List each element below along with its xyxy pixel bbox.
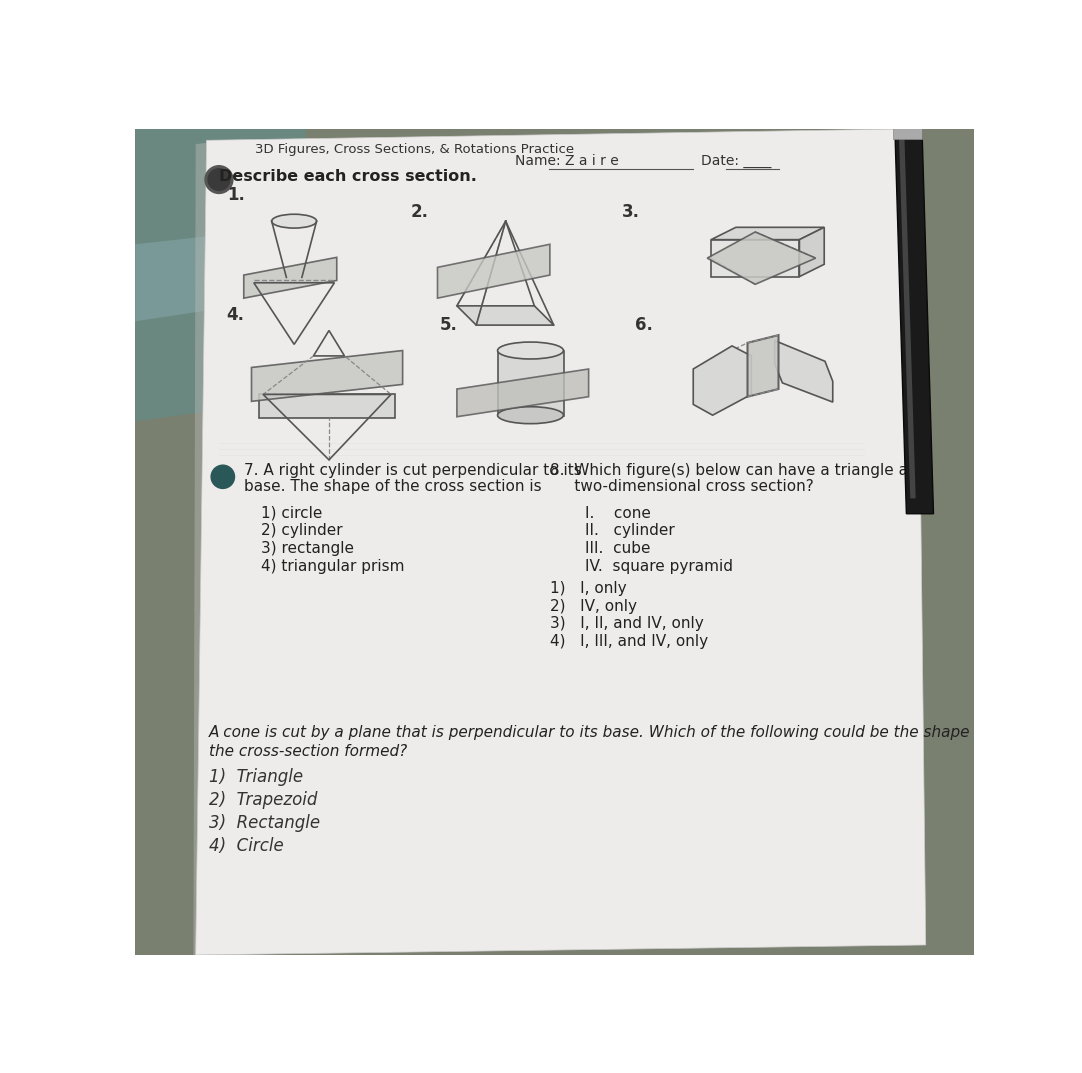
Polygon shape (457, 306, 554, 325)
Polygon shape (800, 227, 824, 277)
Polygon shape (711, 227, 824, 239)
Text: 1)  Triangle: 1) Triangle (209, 767, 303, 785)
Text: 1.: 1. (227, 187, 245, 204)
Text: Describe each cross section.: Describe each cross section. (219, 170, 477, 185)
Text: 2.: 2. (410, 203, 428, 221)
Text: 2) cylinder: 2) cylinder (261, 524, 342, 539)
Polygon shape (748, 335, 779, 397)
Text: two-dimensional cross section?: two-dimensional cross section? (550, 480, 814, 495)
Text: II.   cylinder: II. cylinder (584, 524, 674, 539)
Text: 4.: 4. (227, 306, 245, 324)
Text: I.    cone: I. cone (584, 505, 650, 520)
Text: the cross-section formed?: the cross-section formed? (209, 744, 407, 759)
Polygon shape (899, 124, 915, 498)
Ellipse shape (895, 122, 922, 131)
Text: 5.: 5. (439, 317, 458, 335)
Ellipse shape (498, 407, 564, 424)
Polygon shape (437, 245, 550, 298)
Text: 3) rectangle: 3) rectangle (261, 541, 354, 556)
Text: IV.  square pyramid: IV. square pyramid (584, 559, 733, 574)
Polygon shape (775, 340, 833, 402)
Bar (894, 124, 922, 138)
Polygon shape (711, 239, 800, 277)
Text: 6.: 6. (635, 317, 654, 335)
Text: 2)   IV, only: 2) IV, only (550, 599, 637, 614)
Circle shape (208, 168, 229, 190)
Polygon shape (251, 351, 403, 401)
Text: A cone is cut by a plane that is perpendicular to its base. Which of the followi: A cone is cut by a plane that is perpend… (209, 725, 971, 740)
Text: 3.: 3. (622, 203, 639, 221)
Ellipse shape (272, 215, 317, 229)
Text: 4)   I, III, and IV, only: 4) I, III, and IV, only (550, 634, 708, 649)
Polygon shape (194, 143, 219, 955)
Polygon shape (135, 229, 290, 321)
Text: 4)  Circle: 4) Circle (209, 837, 283, 855)
Circle shape (204, 165, 233, 193)
Text: 7. A right cylinder is cut perpendicular to its: 7. A right cylinder is cut perpendicular… (243, 464, 581, 479)
Polygon shape (196, 129, 926, 955)
Polygon shape (694, 346, 751, 415)
Text: 1) circle: 1) circle (261, 505, 322, 520)
Text: 2)  Trapezoid: 2) Trapezoid (209, 791, 317, 809)
Text: 3D Figures, Cross Sections, & Rotations Practice: 3D Figures, Cross Sections, & Rotations … (255, 144, 575, 157)
Bar (498, 351, 564, 416)
Text: Name: Z a i r e: Name: Z a i r e (515, 153, 619, 168)
Text: 8.  Which figure(s) below can have a triangle as a: 8. Which figure(s) below can have a tria… (550, 464, 931, 479)
Polygon shape (135, 129, 306, 422)
Polygon shape (243, 258, 337, 298)
Polygon shape (260, 395, 395, 417)
Text: 3)  Rectangle: 3) Rectangle (209, 814, 320, 832)
Circle shape (210, 465, 235, 489)
Text: 1)   I, only: 1) I, only (550, 582, 626, 597)
Text: base. The shape of the cross section is: base. The shape of the cross section is (243, 480, 541, 495)
Polygon shape (457, 369, 589, 416)
Text: III.  cube: III. cube (584, 541, 650, 556)
Text: 4) triangular prism: 4) triangular prism (261, 559, 405, 574)
Polygon shape (895, 124, 934, 514)
Ellipse shape (498, 342, 564, 359)
Text: 3)   I, II, and IV, only: 3) I, II, and IV, only (550, 617, 703, 632)
Polygon shape (708, 232, 816, 284)
Text: Date: ____: Date: ____ (701, 155, 771, 168)
